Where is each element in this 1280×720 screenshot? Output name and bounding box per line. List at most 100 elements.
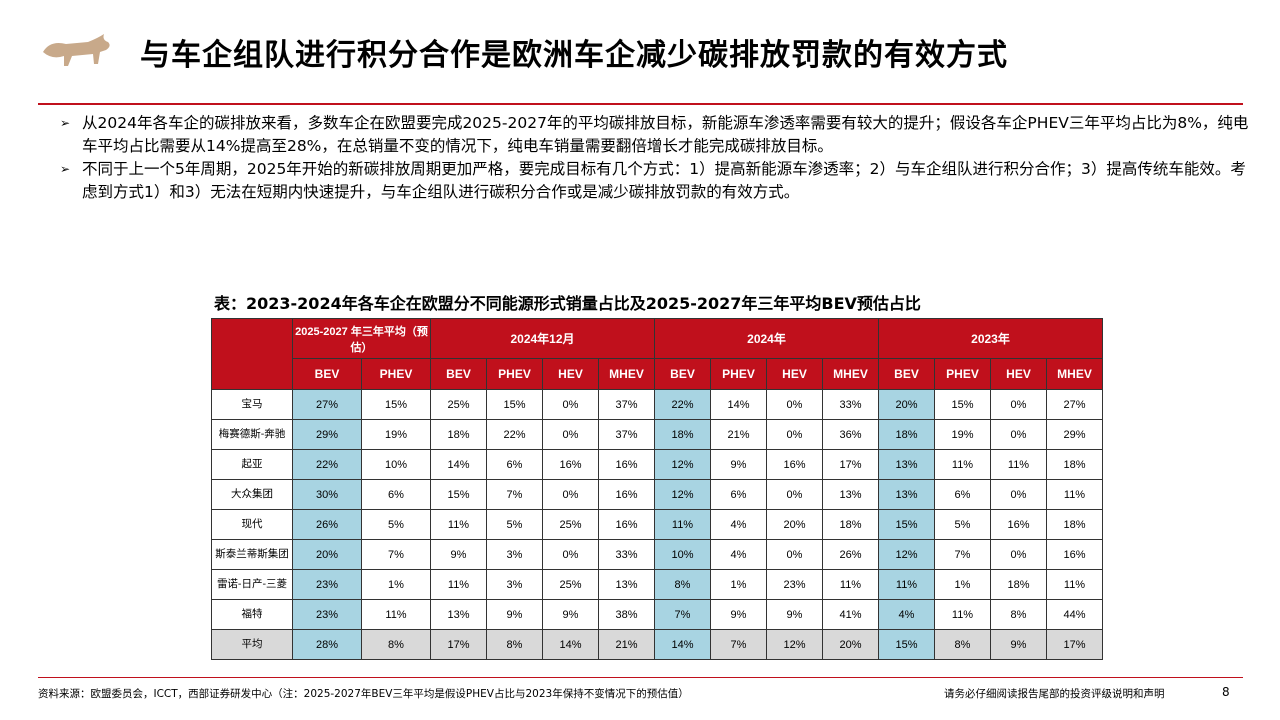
cell: 26% xyxy=(822,539,879,570)
cell: 13% xyxy=(878,449,935,480)
cell: 4% xyxy=(710,509,767,540)
group-header: 2024年 xyxy=(654,318,879,359)
group-header: 2025-2027 年三年平均（预估） xyxy=(292,318,431,359)
cell: 18% xyxy=(430,419,487,450)
cell: 0% xyxy=(542,479,599,510)
group-header: 2024年12月 xyxy=(430,318,655,359)
cell: 28% xyxy=(292,629,362,660)
footer-divider xyxy=(38,677,1243,678)
cell: 9% xyxy=(542,599,599,630)
cell: 6% xyxy=(934,479,991,510)
cell: 18% xyxy=(1046,449,1103,480)
row-label: 大众集团 xyxy=(211,479,293,510)
subheader-bev: BEV xyxy=(292,358,362,390)
cell: 41% xyxy=(822,599,879,630)
cell: 20% xyxy=(878,389,935,420)
bull-logo xyxy=(43,34,110,66)
cell: 16% xyxy=(542,449,599,480)
cell: 11% xyxy=(934,449,991,480)
cell: 15% xyxy=(934,389,991,420)
cell: 11% xyxy=(878,569,935,600)
cell: 1% xyxy=(361,569,431,600)
cell: 25% xyxy=(542,509,599,540)
subheader-phev: PHEV xyxy=(361,358,431,390)
cell: 33% xyxy=(822,389,879,420)
cell: 16% xyxy=(990,509,1047,540)
cell: 21% xyxy=(598,629,655,660)
cell: 30% xyxy=(292,479,362,510)
cell: 23% xyxy=(292,569,362,600)
bullet-list: ➢ 从2024年各车企的碳排放来看，多数车企在欧盟要完成2025-2027年的平均… xyxy=(60,112,1250,204)
arrow-bullet-icon: ➢ xyxy=(60,116,71,130)
cell: 36% xyxy=(822,419,879,450)
cell: 37% xyxy=(598,419,655,450)
cell: 23% xyxy=(292,599,362,630)
cell: 11% xyxy=(990,449,1047,480)
cell: 5% xyxy=(361,509,431,540)
cell: 33% xyxy=(598,539,655,570)
cell: 14% xyxy=(654,629,711,660)
cell: 15% xyxy=(361,389,431,420)
subheader-mhev: MHEV xyxy=(598,358,655,390)
cell: 22% xyxy=(292,449,362,480)
cell: 3% xyxy=(486,539,543,570)
cell: 0% xyxy=(990,479,1047,510)
subheader-bev: BEV xyxy=(430,358,487,390)
table-row: 宝马 27% 15% 25% 15% 0% 37% 22% 14% 0% 33% 20% 15% 0% 27… xyxy=(211,389,1103,420)
cell: 12% xyxy=(654,479,711,510)
table-row: 梅赛德斯-奔驰 29% 19% 18% 22% 0% 37% 18% 21% 0% 36% 18% 19… xyxy=(211,419,1103,450)
cell: 18% xyxy=(990,569,1047,600)
source-note: 资料来源：欧盟委员会，ICCT，西部证券研发中心（注：2025-2027年BEV… xyxy=(38,688,689,700)
cell: 8% xyxy=(361,629,431,660)
cell: 9% xyxy=(710,449,767,480)
cell: 0% xyxy=(766,539,823,570)
cell: 10% xyxy=(361,449,431,480)
page-title: 与车企组队进行积分合作是欧洲车企减少碳排放罚款的有效方式 xyxy=(140,38,1008,73)
cell: 10% xyxy=(654,539,711,570)
cell: 0% xyxy=(766,389,823,420)
cell: 14% xyxy=(710,389,767,420)
table-row: 斯泰兰蒂斯集团 20% 7% 9% 3% 0% 33% 10% 4% 0% 26% 12% 7% 0% 16… xyxy=(211,539,1103,570)
subheader-hev: HEV xyxy=(990,358,1047,390)
table-title: 表：2023-2024年各车企在欧盟分不同能源形式销量占比及2025-2027年… xyxy=(214,294,921,313)
subheader-hev: HEV xyxy=(542,358,599,390)
cell: 16% xyxy=(598,449,655,480)
cell: 14% xyxy=(542,629,599,660)
row-label: 平均 xyxy=(211,629,293,660)
cell: 18% xyxy=(654,419,711,450)
cell: 13% xyxy=(878,479,935,510)
cell: 8% xyxy=(654,569,711,600)
cell: 7% xyxy=(654,599,711,630)
cell: 1% xyxy=(710,569,767,600)
row-label: 宝马 xyxy=(211,389,293,420)
row-label: 起亚 xyxy=(211,449,293,480)
cell: 15% xyxy=(878,629,935,660)
cell: 1% xyxy=(934,569,991,600)
subheader-mhev: MHEV xyxy=(822,358,879,390)
cell: 8% xyxy=(990,599,1047,630)
subheader-bev: BEV xyxy=(878,358,935,390)
row-label: 梅赛德斯-奔驰 xyxy=(211,419,293,450)
bullet-text: 不同于上一个5年周期，2025年开始的新碳排放周期更加严格，要完成目标有几个方式… xyxy=(82,160,1246,201)
cell: 18% xyxy=(878,419,935,450)
disclaimer: 请务必仔细阅读报告尾部的投资评级说明和声明 xyxy=(944,688,1165,700)
cell: 16% xyxy=(598,509,655,540)
cell: 9% xyxy=(990,629,1047,660)
subheader-mhev: MHEV xyxy=(1046,358,1103,390)
title-divider xyxy=(38,103,1243,105)
cell: 12% xyxy=(766,629,823,660)
cell: 15% xyxy=(430,479,487,510)
cell: 23% xyxy=(766,569,823,600)
cell: 6% xyxy=(361,479,431,510)
cell: 25% xyxy=(430,389,487,420)
cell: 27% xyxy=(1046,389,1103,420)
bullet-item: ➢ 不同于上一个5年周期，2025年开始的新碳排放周期更加严格，要完成目标有几个方… xyxy=(60,158,1250,204)
cell: 20% xyxy=(766,509,823,540)
cell: 8% xyxy=(934,629,991,660)
cell: 7% xyxy=(361,539,431,570)
cell: 7% xyxy=(934,539,991,570)
cell: 17% xyxy=(822,449,879,480)
cell: 19% xyxy=(361,419,431,450)
cell: 20% xyxy=(292,539,362,570)
cell: 6% xyxy=(710,479,767,510)
